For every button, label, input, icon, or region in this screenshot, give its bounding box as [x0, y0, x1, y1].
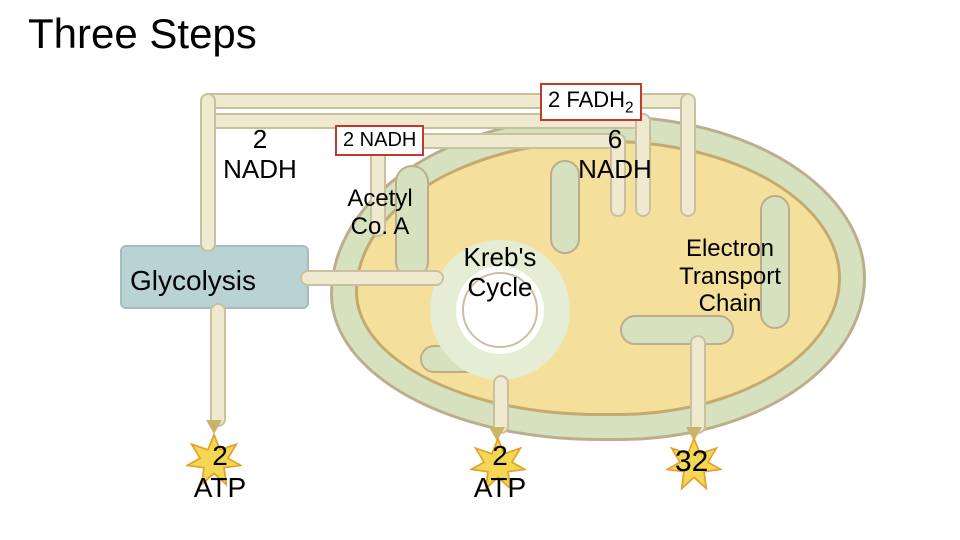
nadh-mid-label: 2 NADH: [335, 125, 424, 156]
fadh2-label: 2 FADH2: [540, 83, 642, 121]
nadh-left-label: 2NADH: [215, 125, 305, 185]
atp3-label: 32: [675, 445, 708, 480]
pipe: [200, 93, 216, 252]
acetyl-coa-label: AcetylCo. A: [335, 185, 425, 240]
glycolysis-label: Glycolysis: [130, 265, 256, 297]
arrow-icon: [206, 420, 222, 434]
crista: [620, 315, 734, 345]
atp1-label: 2ATP: [190, 440, 250, 504]
nadh-right-label: 6NADH: [570, 125, 660, 185]
krebs-label: Kreb'sCycle: [440, 243, 560, 303]
page-title: Three Steps: [28, 10, 257, 58]
pipe: [300, 270, 444, 286]
pipe: [680, 93, 696, 217]
atp2-label: 2ATP: [470, 440, 530, 504]
pipe: [493, 375, 509, 434]
etc-label: ElectronTransportChain: [660, 235, 800, 318]
pipe: [210, 303, 226, 427]
diagram-stage: 2 FADH2 2NADH 2 NADH 6NADH AcetylCo. A G…: [120, 85, 860, 525]
pipe: [690, 335, 706, 434]
